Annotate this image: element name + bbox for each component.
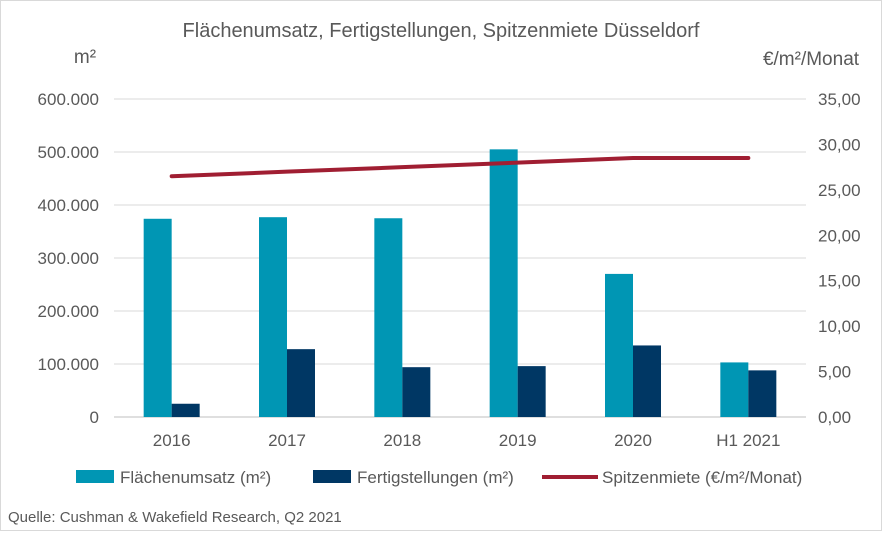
right-tick-label: 15,00	[818, 272, 861, 291]
left-tick-label: 0	[90, 408, 99, 427]
bars-group	[143, 149, 777, 417]
x-tick-label: H1 2021	[716, 431, 780, 450]
bar	[748, 370, 777, 417]
right-tick-label: 30,00	[818, 135, 861, 154]
bar	[517, 366, 546, 417]
right-tick-label: 35,00	[818, 90, 861, 109]
x-tick-label: 2016	[153, 431, 191, 450]
right-tick-label: 20,00	[818, 226, 861, 245]
left-axis-ticks: 0 100.000 200.000 300.000 400.000 500.000 600.…	[38, 90, 99, 427]
bar	[633, 345, 661, 417]
legend-label: Fertigstellungen (m²)	[357, 468, 514, 487]
left-tick-label: 500.000	[38, 143, 99, 162]
bar	[489, 149, 518, 417]
bar	[720, 362, 749, 417]
left-tick-label: 300.000	[38, 249, 99, 268]
bar	[143, 218, 172, 417]
bar	[259, 217, 287, 417]
bar	[402, 367, 431, 417]
x-tick-label: 2017	[268, 431, 306, 450]
bar	[171, 403, 200, 417]
legend-swatch	[76, 470, 114, 483]
bar	[287, 349, 315, 417]
bar	[605, 273, 633, 417]
right-tick-label: 5,00	[818, 363, 851, 382]
left-axis-unit: m²	[74, 47, 96, 68]
x-axis-ticks: 2016 2017 2018 2019 2020 H1 2021	[153, 431, 781, 450]
x-tick-label: 2020	[614, 431, 652, 450]
x-tick-label: 2018	[383, 431, 421, 450]
left-tick-label: 400.000	[38, 196, 99, 215]
line-group	[169, 156, 751, 179]
legend-label: Flächenumsatz (m²)	[120, 468, 271, 487]
left-tick-label: 200.000	[38, 302, 99, 321]
legend-label: Spitzenmiete (€/m²/Monat)	[602, 468, 802, 487]
gridlines	[114, 98, 806, 418]
source-note: Quelle: Cushman & Wakefield Research, Q2…	[8, 509, 342, 526]
bar	[374, 218, 403, 417]
chart-title: Flächenumsatz, Fertigstellungen, Spitzen…	[183, 20, 700, 42]
legend: Flächenumsatz (m²) Fertigstellungen (m²) S…	[76, 468, 802, 487]
series-line	[169, 156, 751, 179]
x-tick-label: 2019	[499, 431, 537, 450]
right-axis-ticks: 0,00 5,00 10,00 15,00 20,00 25,00 30,00 35,00	[818, 90, 861, 427]
right-tick-label: 0,00	[818, 408, 851, 427]
right-tick-label: 25,00	[818, 181, 861, 200]
left-tick-label: 100.000	[38, 355, 99, 374]
right-axis-unit: €/m²/Monat	[763, 49, 860, 70]
legend-swatch	[313, 470, 351, 483]
left-tick-label: 600.000	[38, 90, 99, 109]
right-tick-label: 10,00	[818, 317, 861, 336]
